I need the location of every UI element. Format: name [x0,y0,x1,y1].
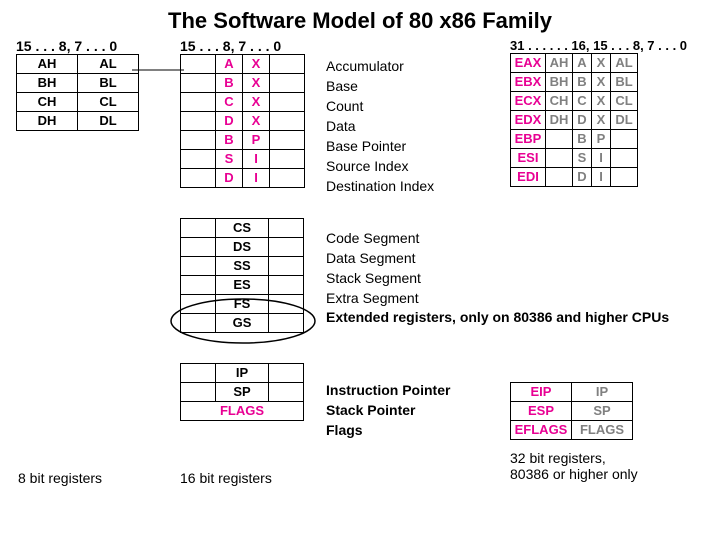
col-32bit: 31 . . . . . . 16, 15 . . . 8, 7 . . . 0… [510,38,687,187]
cell: DH [17,112,78,131]
cell: A [216,55,243,74]
tbl-32bit-gp: EAX AH A X AL EBXBHBXBL ECXCHCXCL EDXDHD… [510,53,638,187]
page-title: The Software Model of 80 x86 Family [0,8,720,34]
tbl-8bit: AHAL BHBL CHCL DHDL [16,54,139,131]
cell [270,55,305,74]
connector-line [132,66,184,74]
tbl-16bit-ptr: IP SP FLAGS [180,363,304,421]
desc-gp: Accumulator Base Count Data Base Pointer… [326,56,434,196]
desc-row: Accumulator [326,56,434,76]
cell: AH [17,55,78,74]
cell: BL [78,74,139,93]
cell [181,55,216,74]
cell: DL [78,112,139,131]
footer-16bit: 16 bit registers [180,470,272,486]
desc-ptr: Instruction Pointer Stack Pointer Flags [326,380,450,440]
cell: BH [17,74,78,93]
tbl-32bit-ptr: EIPIP ESPSP EFLAGSFLAGS [510,382,633,440]
footer-8bit: 8 bit registers [18,470,102,486]
desc-ext: Extended registers, only on 80386 and hi… [326,308,669,326]
footer-32bit: 32 bit registers, 80386 or higher only [510,450,638,482]
tbl-16bit-seg: CS DS SS ES FS GS [180,218,304,333]
bit-header-16: 15 . . . 8, 7 . . . 0 [180,38,305,54]
tbl-16bit-gp: AX BX CX DX BP SI DI [180,54,305,188]
cell: X [243,55,270,74]
cell: AL [78,55,139,74]
bit-header-32: 31 . . . . . . 16, 15 . . . 8, 7 . . . 0 [510,38,687,53]
col-8bit: 15 . . . 8, 7 . . . 0 AHAL BHBL CHCL DHD… [16,38,139,131]
cell: CL [78,93,139,112]
col-32bit-ptr: EIPIP ESPSP EFLAGSFLAGS [510,382,633,440]
col-16bit: 15 . . . 8, 7 . . . 0 AX BX CX DX BP SI … [180,38,305,421]
bit-header-8: 15 . . . 8, 7 . . . 0 [16,38,139,54]
desc-seg: Code Segment Data Segment Stack Segment … [326,228,669,326]
cell: CH [17,93,78,112]
